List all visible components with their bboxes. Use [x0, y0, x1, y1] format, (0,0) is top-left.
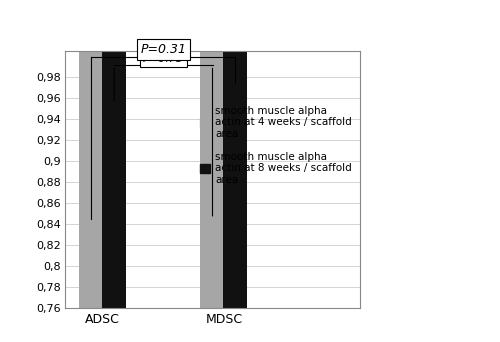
- Bar: [80, 0, 104, 308]
- Bar: [200, 0, 224, 308]
- Legend: smooth muscle alpha
actin at 4 weeks / scaffold
area, smooth muscle alpha
actin : smooth muscle alpha actin at 4 weeks / s…: [197, 103, 355, 188]
- Text: P=0.75: P=0.75: [143, 54, 184, 64]
- Bar: [223, 0, 248, 308]
- Bar: [102, 0, 126, 308]
- Text: P=0.31: P=0.31: [140, 43, 186, 56]
